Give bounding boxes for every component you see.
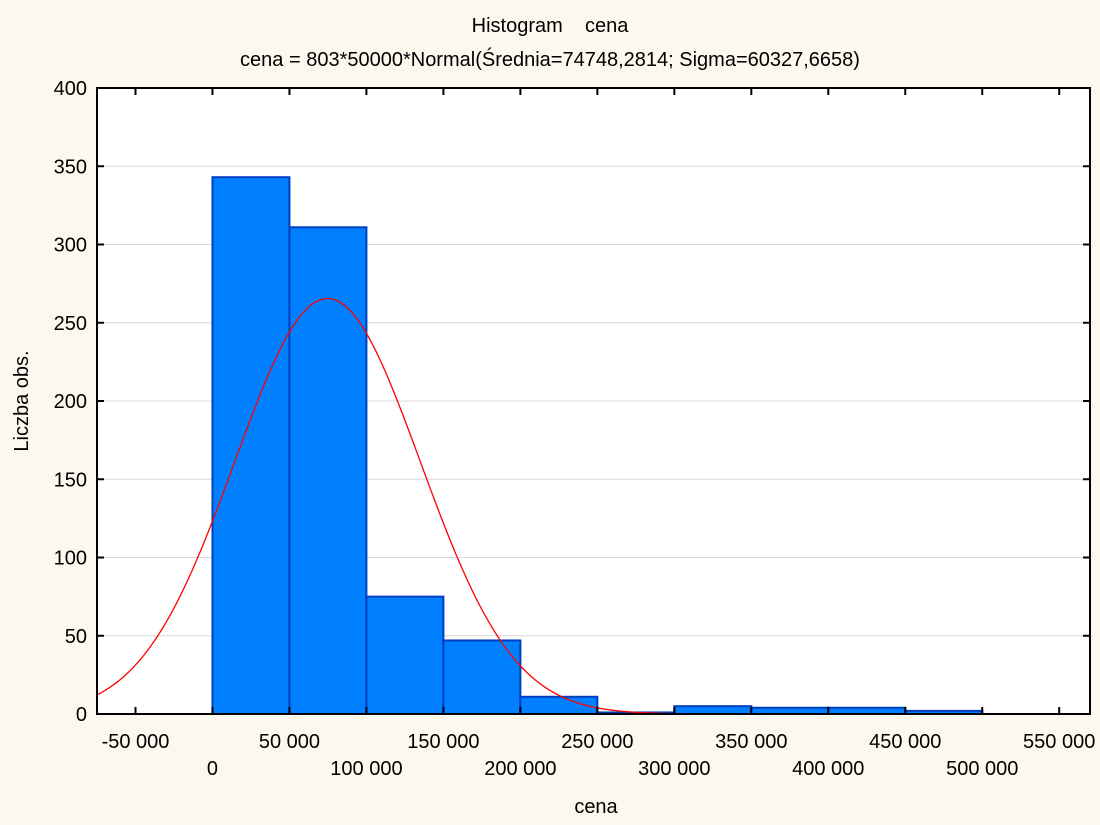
x-tick-label: -50 000 xyxy=(102,731,170,753)
histogram-bar xyxy=(442,639,522,716)
x-tick-label: 500 000 xyxy=(946,758,1018,780)
y-tick-label: 0 xyxy=(76,704,87,726)
histogram-bar xyxy=(365,595,445,715)
x-tick-label: 100 000 xyxy=(330,758,402,780)
x-tick-label: 50 000 xyxy=(259,731,320,753)
histogram-bar xyxy=(288,226,368,715)
y-axis-label: Liczba obs. xyxy=(11,350,33,451)
x-tick-label: 450 000 xyxy=(869,731,941,753)
y-tick-label: 400 xyxy=(54,78,87,100)
x-tick-label: 350 000 xyxy=(715,731,787,753)
y-tick-label: 200 xyxy=(54,391,87,413)
x-tick-label: 200 000 xyxy=(484,758,556,780)
histogram-bar xyxy=(211,176,291,715)
x-tick-label: 0 xyxy=(207,758,218,780)
x-tick-label: 550 000 xyxy=(1023,731,1095,753)
chart-title: Histogram cena xyxy=(472,15,630,37)
x-axis-label: cena xyxy=(574,796,618,818)
x-tick-label: 400 000 xyxy=(792,758,864,780)
histogram-bar xyxy=(673,705,753,715)
y-tick-label: 250 xyxy=(54,313,87,335)
x-tick-label: 150 000 xyxy=(407,731,479,753)
y-tick-label: 350 xyxy=(54,156,87,178)
x-tick-label: 300 000 xyxy=(638,758,710,780)
y-tick-label: 100 xyxy=(54,548,87,570)
x-tick-label: 250 000 xyxy=(561,731,633,753)
y-tick-label: 150 xyxy=(54,469,87,491)
y-tick-label: 50 xyxy=(65,626,87,648)
chart-subtitle: cena = 803*50000*Normal(Średnia=74748,28… xyxy=(240,47,860,71)
y-tick-label: 300 xyxy=(54,235,87,257)
